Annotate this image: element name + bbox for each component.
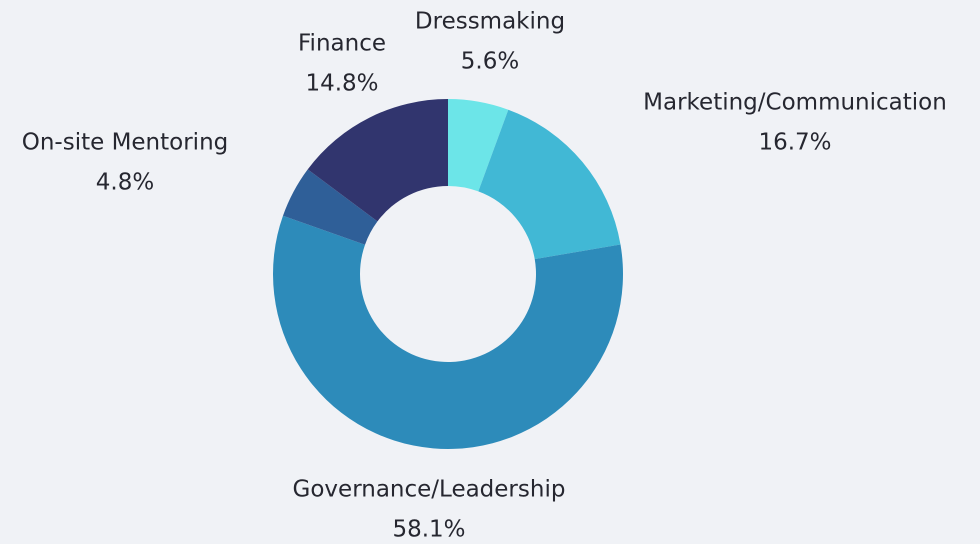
slice-label: Governance/Leadership [293, 477, 566, 503]
donut-slice [272, 215, 623, 449]
donut-slice [478, 109, 621, 260]
slice-label: On-site Mentoring [22, 130, 229, 156]
slice-value-label: 4.8% [96, 170, 154, 196]
donut-slice [448, 99, 509, 192]
slice-value-label: 58.1% [392, 517, 465, 543]
slice-label: Dressmaking [415, 9, 565, 35]
slice-label: Finance [298, 31, 386, 57]
donut-slice [307, 99, 448, 222]
slice-value-label: 14.8% [305, 71, 378, 97]
slice-value-label: 5.6% [461, 49, 519, 75]
slice-label: Marketing/Communication [643, 90, 947, 116]
slice-value-label: 16.7% [758, 130, 831, 156]
donut-slice [282, 169, 378, 245]
